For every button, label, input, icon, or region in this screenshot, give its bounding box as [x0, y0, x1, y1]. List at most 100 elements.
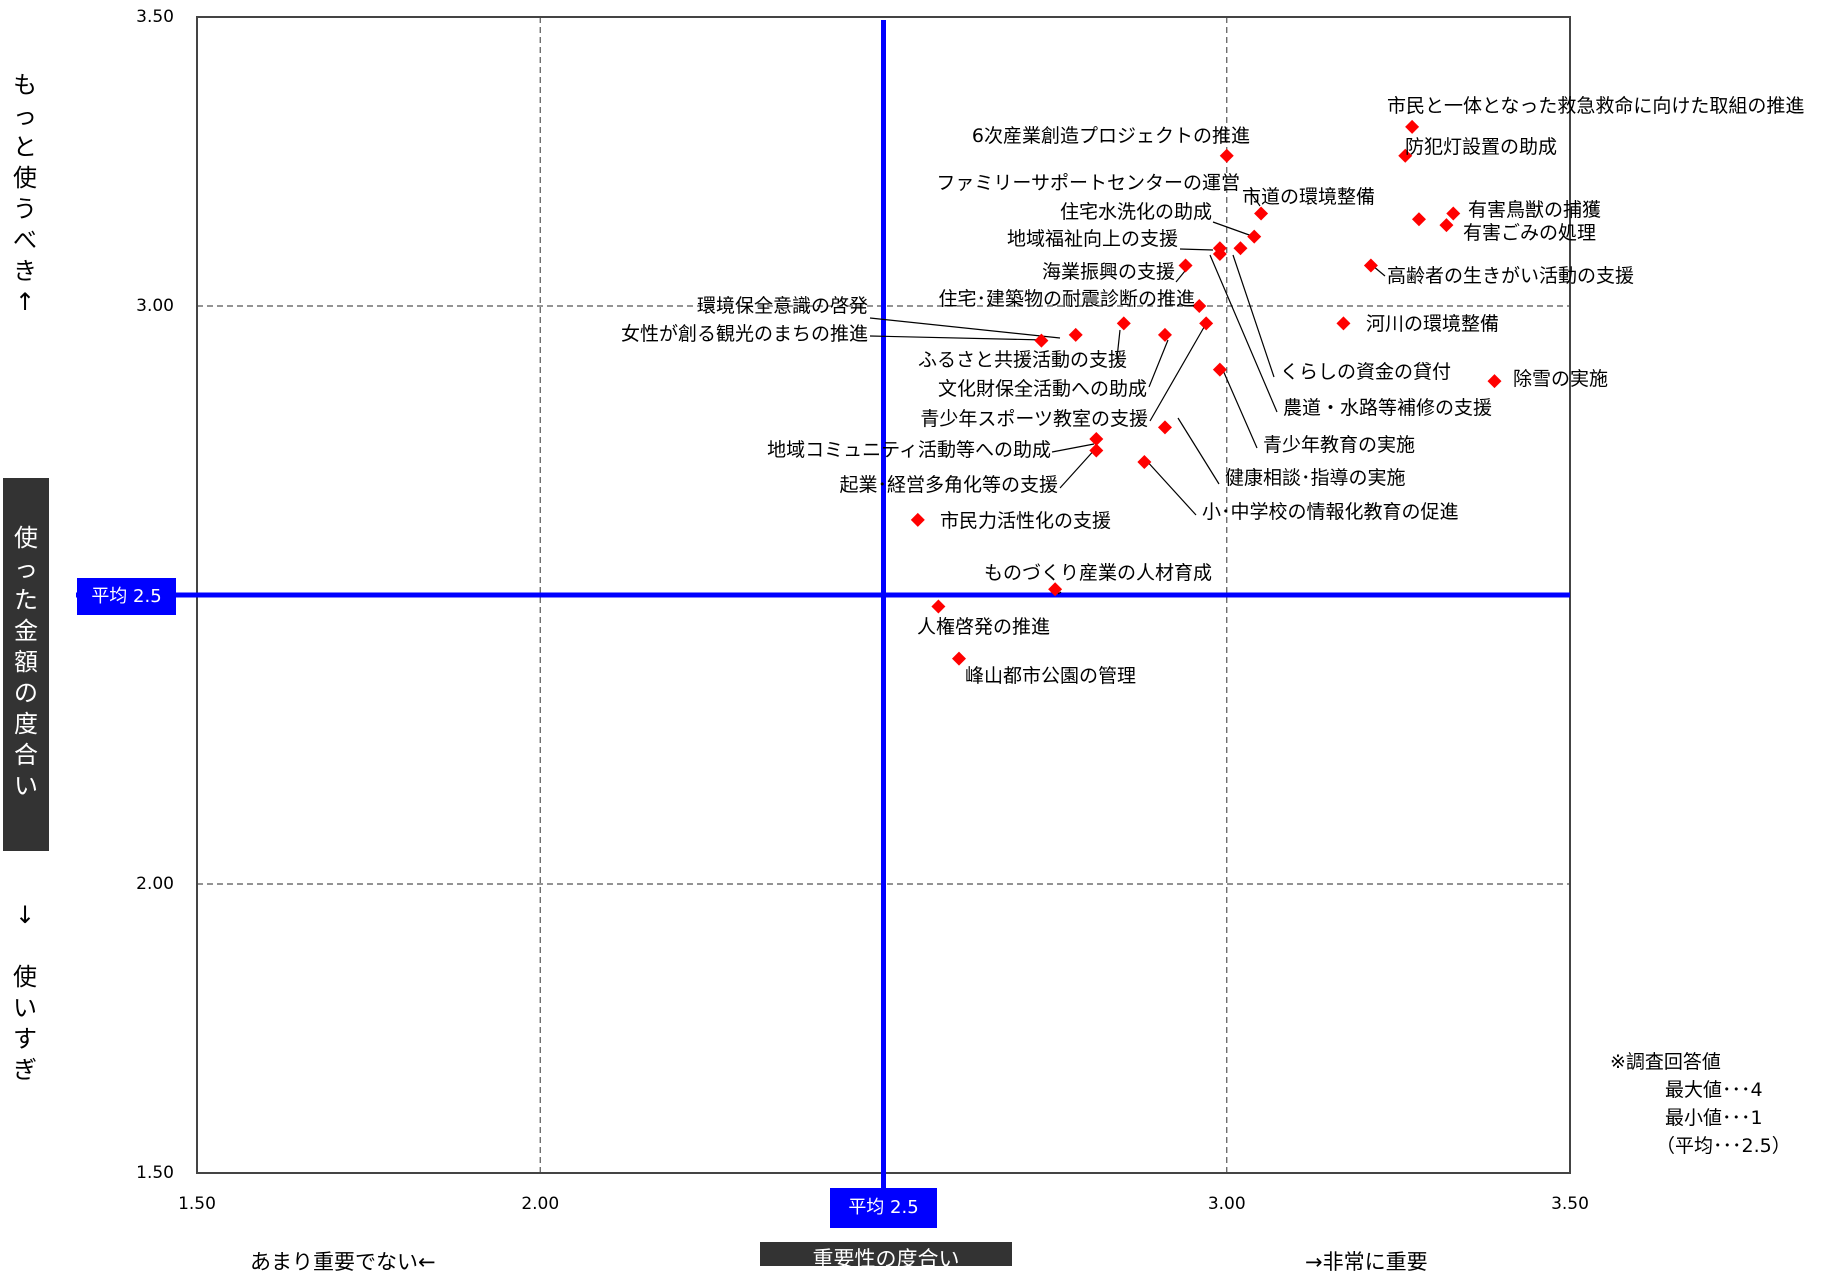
- data-point-label: 市民力活性化の支援: [940, 510, 1111, 532]
- y-axis-label-more: もっと使うべき ↑: [5, 70, 45, 318]
- leader-line: [1051, 443, 1095, 453]
- data-point-marker: [1363, 258, 1378, 273]
- y-tick-label: 1.50: [136, 1163, 174, 1183]
- data-point-label: 有害ごみの処理: [1463, 222, 1596, 244]
- x-tick-label: 3.00: [1208, 1194, 1246, 1214]
- y-axis-label-char: う: [13, 195, 37, 223]
- data-point-label: 小･中学校の情報化教育の促進: [1202, 501, 1459, 523]
- data-point-label: 6次産業創造プロジェクトの推進: [972, 125, 1250, 147]
- y-axis-label-char: い: [13, 994, 37, 1022]
- data-point-label: 青少年教育の実施: [1263, 434, 1415, 456]
- data-point-label: 河川の環境整備: [1366, 313, 1499, 335]
- data-point-label: 有害鳥獣の捕獲: [1468, 199, 1601, 221]
- leader-line: [1209, 254, 1278, 413]
- data-point-marker: [1116, 316, 1131, 331]
- data-point-label: 市道の環境整備: [1242, 186, 1375, 208]
- data-point-label: 起業･経営多角化等の支援: [839, 474, 1058, 496]
- leader-line: [1144, 458, 1197, 516]
- data-point-marker: [1192, 299, 1207, 313]
- data-point-marker: [1157, 327, 1172, 342]
- data-point-label: 峰山都市公園の管理: [965, 665, 1136, 687]
- y-axis-label-char: ↑: [14, 288, 36, 316]
- data-point-label: ふるさと共援活動の支援: [918, 349, 1127, 371]
- data-point-marker: [1233, 241, 1248, 256]
- y-axis-label-char: 使: [14, 524, 38, 552]
- x-tick-label: 3.50: [1551, 1194, 1589, 1214]
- data-point-label: 市民と一体となった救急救命に向けた取組の推進: [1387, 95, 1804, 117]
- y-axis-label-char: ↓: [14, 901, 36, 929]
- data-point-label: 海業振興の支援: [1042, 261, 1175, 283]
- data-point-marker: [1254, 206, 1269, 221]
- data-points: [910, 119, 1502, 666]
- y-axis-label-char: い: [14, 772, 38, 800]
- y-axis-label-char: き: [13, 257, 37, 285]
- leader-line: [1116, 329, 1121, 359]
- y-axis-label-char: と: [13, 133, 37, 161]
- data-point-label: 人権啓発の推進: [917, 616, 1050, 638]
- data-point-marker: [1405, 119, 1420, 134]
- y-axis-label-char: [5, 931, 45, 962]
- data-point-marker: [910, 512, 925, 527]
- data-point-label: 青少年スポーツ教室の支援: [920, 408, 1148, 430]
- data-point-marker: [1219, 148, 1234, 163]
- leader-line: [1057, 591, 1062, 595]
- data-point-marker: [1089, 443, 1104, 458]
- data-point-label: ものづくり産業の人材育成: [984, 562, 1212, 584]
- leader-line: [1250, 192, 1261, 207]
- average-x-badge: 平均 2.5: [830, 1188, 937, 1228]
- y-axis-label-char: す: [13, 1025, 37, 1053]
- data-point-label: くらしの資金の貸付: [1280, 361, 1451, 383]
- grid-lines: [197, 17, 1570, 1173]
- leader-line: [1059, 446, 1098, 489]
- y-axis-label-char: 金: [14, 617, 38, 645]
- y-axis-label-char: っ: [13, 102, 37, 130]
- note-line: 最小値･･･1: [1665, 1107, 1763, 1129]
- survey-note: ※調査回答値 最大値･･･4 最小値･･･1 （平均･･･2.5）: [1610, 1048, 1791, 1160]
- leader-line: [1148, 339, 1169, 388]
- data-point-marker: [952, 651, 967, 666]
- leader-line: [1232, 254, 1275, 378]
- data-point-marker: [1411, 212, 1426, 227]
- y-axis-label-char: 度: [14, 710, 38, 738]
- y-axis-label-char: も: [13, 71, 37, 99]
- data-point-label: 防犯灯設置の助成: [1405, 136, 1557, 158]
- y-axis-label-char: ぎ: [13, 1056, 37, 1084]
- leader-line: [869, 335, 1046, 341]
- leader-line: [1221, 367, 1258, 449]
- note-line: （平均･･･2.5）: [1656, 1135, 1791, 1157]
- y-tick-label: 3.00: [136, 296, 174, 316]
- leader-line: [1179, 248, 1214, 251]
- data-point-marker: [1048, 582, 1063, 597]
- y-axis-label-char: 額: [14, 648, 38, 676]
- average-reference-lines: [76, 20, 1570, 1188]
- x-axis-label-very-important: →非常に重要: [1305, 1250, 1428, 1274]
- y-axis-label-char: 合: [14, 741, 38, 769]
- x-axis-label-importance: 重要性の度合い: [760, 1242, 1012, 1271]
- y-axis-label-char: 使: [13, 164, 37, 192]
- data-point-marker: [1068, 327, 1083, 342]
- leader-lines: [869, 192, 1386, 595]
- data-point-marker: [1212, 246, 1227, 261]
- data-point-label: 住宅･建築物の耐震診断の推進: [938, 288, 1195, 310]
- y-axis-label-char: の: [14, 679, 38, 707]
- y-axis-label-spending: 使った金額の度合い: [3, 478, 49, 851]
- data-point-marker: [931, 599, 946, 614]
- data-point-label: 女性が創る観光のまちの推進: [621, 323, 868, 345]
- x-tick-label: 2.00: [521, 1194, 559, 1214]
- data-point-label: 健康相談･指導の実施: [1225, 467, 1406, 489]
- y-axis-label-char: 使: [13, 963, 37, 991]
- data-point-label: 環境保全意識の啓発: [697, 295, 868, 317]
- y-axis-label-char: っ: [14, 555, 38, 583]
- note-line: ※調査回答値: [1610, 1051, 1721, 1073]
- data-point-label: 高齢者の生きがい活動の支援: [1387, 265, 1634, 287]
- data-point-marker: [1034, 333, 1049, 348]
- data-point-marker: [1089, 431, 1104, 446]
- data-point-marker: [1398, 148, 1413, 163]
- data-point-marker: [1157, 420, 1172, 435]
- data-point-label: 農道・水路等補修の支援: [1283, 397, 1492, 419]
- leader-line: [1175, 270, 1186, 283]
- data-point-marker: [1212, 362, 1227, 377]
- x-tick-label: 1.50: [178, 1194, 216, 1214]
